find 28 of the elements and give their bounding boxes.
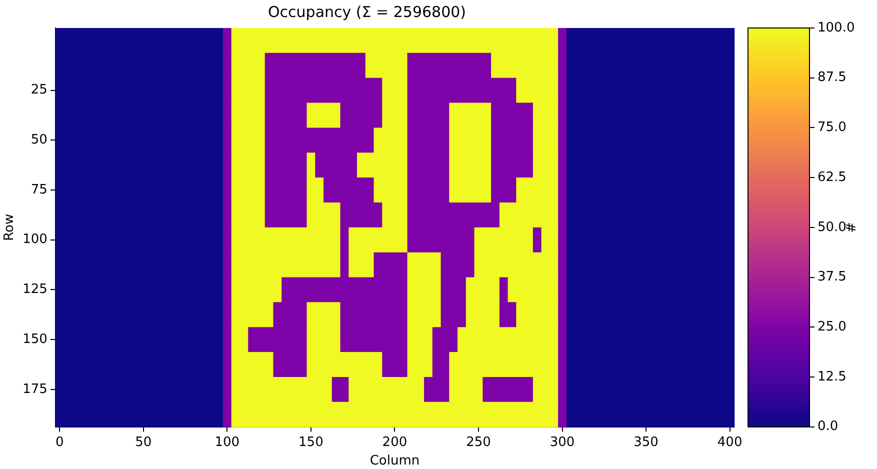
color-bar-label: 25.0	[818, 319, 846, 334]
x-tick-label: 250	[466, 434, 491, 450]
y-tick-label: 150	[22, 332, 48, 347]
x-tick-label: 50	[135, 434, 152, 450]
x-tick-label: 400	[717, 434, 742, 450]
y-tick-label: 25	[30, 82, 48, 98]
y-tick-label: 50	[30, 132, 48, 148]
color-bar-label: 100.0	[818, 20, 855, 36]
color-bar-label: 50.0	[818, 220, 846, 235]
x-axis-title: Column	[370, 454, 420, 469]
y-axis-title: Row	[2, 214, 18, 241]
x-tick-label: 300	[550, 434, 575, 450]
color-bar-label: 87.5	[818, 70, 846, 86]
y-tick-label: 125	[22, 282, 48, 298]
y-tick-label: 75	[30, 182, 48, 198]
color-bar-label: 62.5	[818, 170, 846, 185]
x-tick-label: 150	[298, 434, 324, 450]
chart-title: Occupancy (Σ = 2596800)	[268, 2, 466, 21]
color-bar-label: 12.5	[818, 369, 846, 384]
y-tick-label: 175	[22, 382, 48, 397]
x-tick-label: 200	[382, 434, 408, 450]
color-bar-label: 75.0	[818, 120, 846, 136]
color-bar-label: 37.5	[818, 270, 846, 285]
x-tick-label: 100	[214, 434, 240, 450]
x-tick-label: 0	[55, 434, 64, 450]
y-tick-label: 100	[22, 232, 48, 248]
color-bar-label: 0.0	[818, 419, 838, 434]
x-tick-label: 350	[634, 434, 658, 450]
